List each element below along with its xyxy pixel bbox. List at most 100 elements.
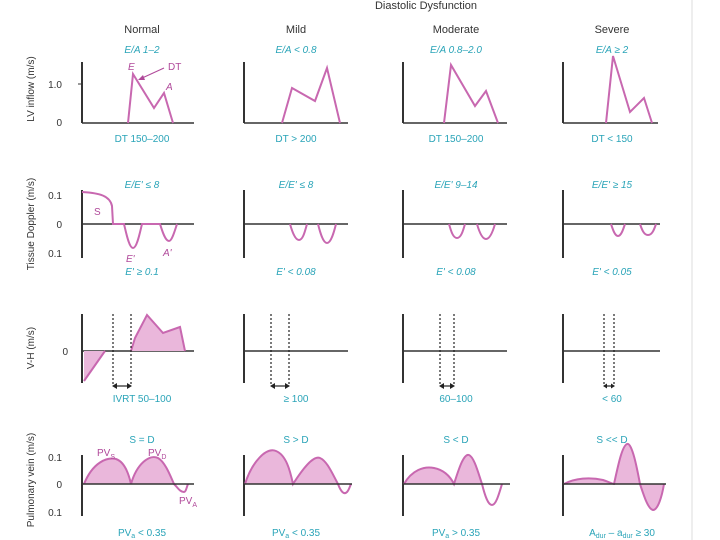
row1-ylabel: LV inflow (m/s) (26, 56, 37, 121)
row4-moderate-panel (402, 453, 510, 516)
row4-mild-bottom: PVa < 0.35 (272, 528, 321, 540)
lv-inflow-curve (443, 61, 499, 124)
row1-severe-top: E/A ≥ 2 (596, 45, 629, 56)
row3-severe-bottom: < 60 (602, 394, 622, 405)
row3-ylabel: V-H (m/s) (26, 327, 37, 369)
row3-moderate-bottom: 60–100 (439, 394, 473, 405)
column-header-severe: Severe (595, 24, 630, 36)
ivrt-arrowhead-left (439, 383, 444, 389)
row4-normal-bottom: PVa < 0.35 (118, 528, 167, 540)
row3-moderate-panel (402, 314, 507, 389)
row1-mild-bottom: DT > 200 (275, 134, 317, 145)
row2-mild-panel (243, 190, 348, 258)
row4-severe-panel (562, 443, 666, 516)
pv-s-label: PVS (97, 448, 115, 461)
ivrt-arrowhead-right (611, 383, 615, 389)
pv-d-label: PVD (148, 448, 166, 461)
row1-severe-bottom: DT < 150 (591, 134, 633, 145)
row4-normal-top: S = D (129, 435, 154, 446)
row4-mild-top: S > D (283, 435, 308, 446)
row1-moderate-bottom: DT 150–200 (429, 134, 484, 145)
row3-normal-bottom: IVRT 50–100 (113, 394, 172, 405)
row3-mild-panel (243, 314, 348, 389)
row1-normal-panel: E A DT (78, 62, 194, 124)
ivrt-arrowhead-right (285, 383, 290, 389)
row2-severe-bottom: E' < 0.05 (592, 267, 632, 278)
row3-normal-panel (81, 313, 194, 389)
pv-curve (244, 449, 352, 495)
row4-ylabel: Pulmonary vein (m/s) (26, 433, 37, 527)
pv-fill (404, 454, 482, 484)
pv-a-label: PVA (179, 496, 197, 509)
row2-ytick-0: 0 (56, 220, 62, 231)
dt-arrow (139, 67, 165, 80)
row1-ytick-0: 0 (56, 118, 62, 129)
tissue-doppler-curve (81, 191, 178, 250)
row1-normal-bottom: DT 150–200 (115, 134, 170, 145)
row4-severe-bottom: Adur – adur ≥ 30 (589, 528, 655, 540)
row4-ytick-pos: 0.1 (48, 453, 62, 464)
vh-curve-positive (130, 313, 186, 352)
s-wave-label: S (94, 207, 101, 218)
row4-mild-panel (243, 449, 352, 516)
ivrt-arrowhead-left (603, 383, 607, 389)
vh-curve-negative (83, 350, 106, 382)
row1-normal-top: E/A 1–2 (124, 45, 160, 56)
row4-severe-top: S << D (596, 435, 627, 446)
tissue-doppler-curve (610, 223, 657, 238)
dt-label: DT (168, 62, 181, 73)
pv-curve (83, 456, 189, 494)
row2-mild-bottom: E' < 0.08 (276, 267, 316, 278)
row2-ylabel: Tissue Doppler (m/s) (26, 178, 37, 270)
row2-moderate-bottom: E' < 0.08 (436, 267, 476, 278)
a-wave-label: A (165, 82, 173, 93)
e-prime-label: E' (126, 254, 136, 265)
pv-fill (84, 457, 174, 484)
e-wave-label: E (128, 62, 135, 73)
pv-curve (563, 443, 665, 512)
row2-mild-top: E/E' ≤ 8 (279, 180, 314, 191)
dt-arrowhead (138, 75, 145, 80)
column-header-moderate: Moderate (433, 24, 479, 36)
row2-normal-top: E/E' ≤ 8 (125, 180, 160, 191)
row1-severe-panel (562, 55, 658, 124)
pv-curve (403, 453, 503, 507)
row1-mild-panel (243, 62, 348, 124)
lv-inflow-curve (281, 64, 341, 124)
row1-ytick-1: 1.0 (48, 80, 62, 91)
row4-moderate-top: S < D (443, 435, 468, 446)
row2-normal-panel: S E' A' (81, 190, 194, 265)
row3-ytick-0: 0 (62, 347, 68, 358)
row1-moderate-panel (402, 61, 507, 124)
tissue-doppler-curve (289, 223, 337, 245)
row4-normal-panel: PVS PVD PVA (81, 448, 197, 516)
column-header-normal: Normal (124, 24, 159, 36)
ivrt-arrowhead-left (112, 383, 117, 389)
row2-moderate-top: E/E' 9–14 (434, 180, 477, 191)
row1-mild-top: E/A < 0.8 (275, 45, 316, 56)
row2-ytick-pos: 0.1 (48, 191, 62, 202)
row2-moderate-panel (402, 190, 507, 258)
ivrt-arrowhead-left (270, 383, 275, 389)
a-prime-label: A' (162, 248, 173, 259)
ivrt-arrowhead-right (127, 383, 132, 389)
column-header-mild: Mild (286, 24, 306, 36)
vh-fill-positive (131, 315, 185, 351)
row4-moderate-bottom: PVa > 0.35 (432, 528, 481, 540)
row4-ytick-neg: 0.1 (48, 508, 62, 519)
row1-moderate-top: E/A 0.8–2.0 (430, 45, 482, 56)
row2-normal-bottom: E' ≥ 0.1 (125, 267, 159, 278)
row2-severe-top: E/E' ≥ 15 (592, 180, 633, 191)
row2-ytick-neg: 0.1 (48, 249, 62, 260)
lv-inflow-curve (605, 55, 653, 124)
row4-ytick-0: 0 (56, 480, 62, 491)
pv-fill (564, 443, 664, 510)
row2-severe-panel (562, 190, 660, 258)
row3-severe-panel (562, 314, 660, 389)
ivrt-arrowhead-right (450, 383, 455, 389)
lv-inflow-curve (127, 70, 174, 124)
tissue-doppler-curve (448, 223, 496, 241)
row3-mild-bottom: ≥ 100 (284, 394, 309, 405)
figure-header: Diastolic Dysfunction (375, 0, 477, 12)
